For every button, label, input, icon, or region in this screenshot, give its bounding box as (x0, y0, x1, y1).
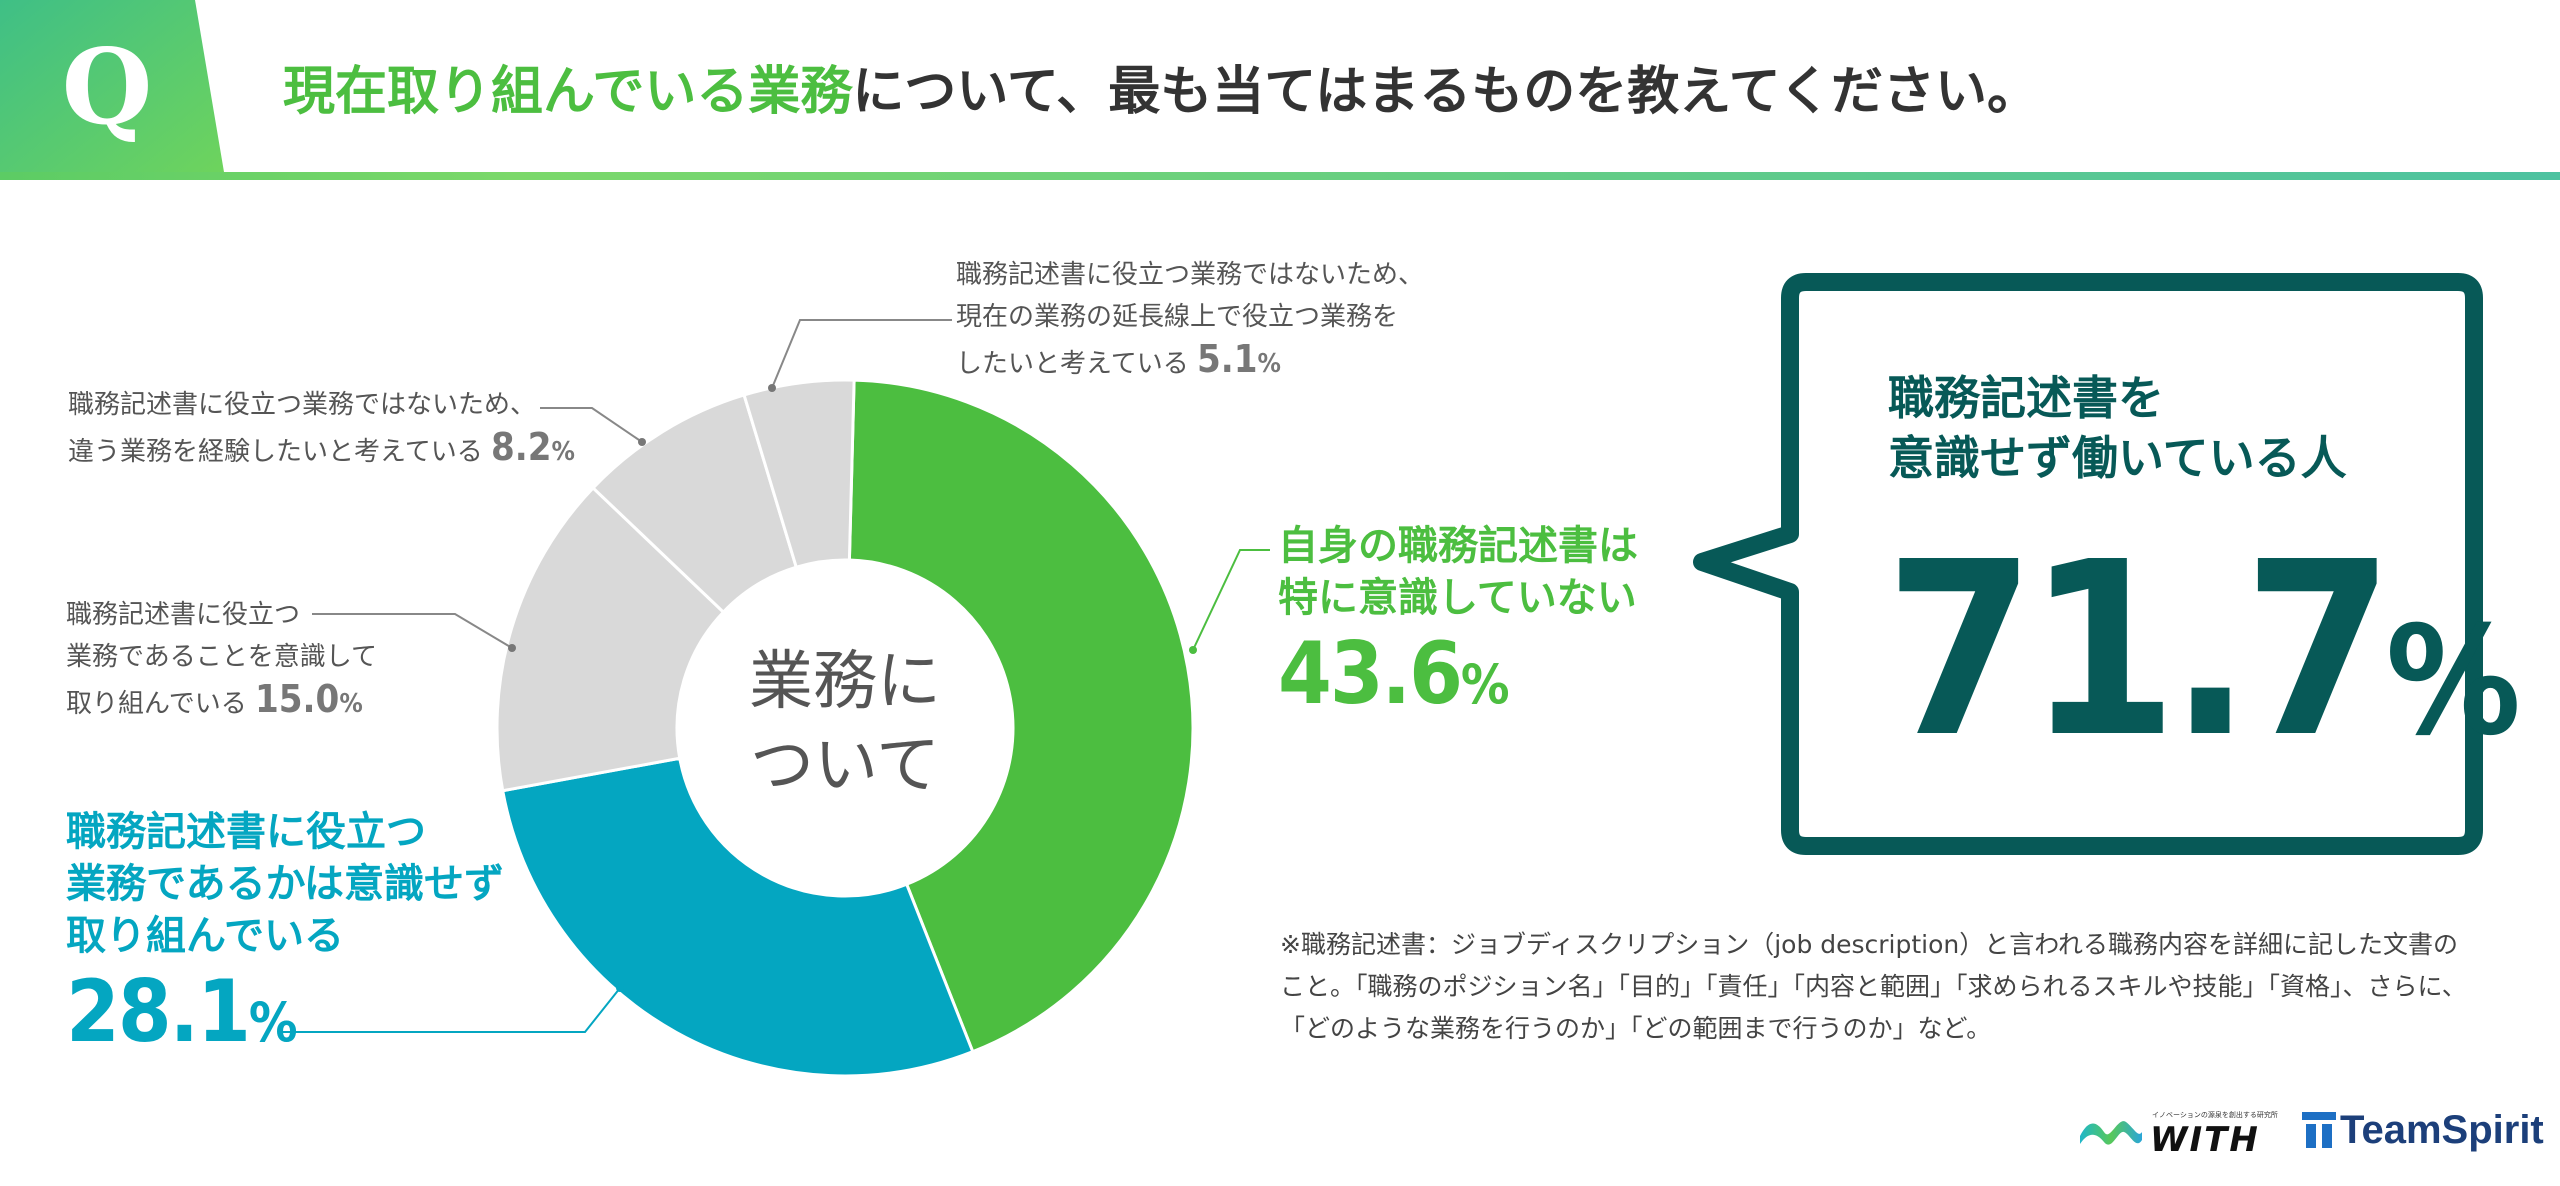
header-divider (0, 172, 2560, 180)
callout-value: 71.7% (1885, 530, 2521, 802)
label-green-line-2: 特に意識していない (1278, 575, 1637, 621)
donut-center-label: 業務に ついて (735, 640, 955, 808)
callout-title-line-1: 職務記述書を (1888, 371, 2164, 425)
with-logo-tagline: イノベーションの源泉を創出する研究所 (2152, 1111, 2278, 1119)
value-number: 28.1 (66, 962, 251, 1062)
donut-segment-3 (495, 485, 726, 793)
footnote: ※職務記述書：ジョブディスクリプション（job description）と言われ… (1280, 930, 2467, 1043)
leader-line-different (540, 407, 643, 443)
teamspirit-logo-icon (2302, 1112, 2336, 1148)
label-blue-line-1: 職務記述書に役立つ (66, 809, 426, 855)
leader-line-aware (312, 613, 513, 649)
value-unit: % (248, 991, 298, 1054)
leader-dot-different (638, 438, 646, 446)
donut-segment-1 (847, 378, 1195, 1054)
label-different-segment: 職務記述書に役立つ業務ではないため、 違う業務を経験したいと考えている 8.2% (68, 384, 575, 473)
label-different-value: 8.2% (490, 425, 575, 469)
label-extension-line-2: 現在の業務の延長線上で役立つ業務を (956, 302, 1399, 332)
label-extension-value: 5.1% (1196, 337, 1281, 381)
label-green-segment: 自身の職務記述書は 特に意識していない 43.6% (1278, 520, 1638, 735)
question-rest: について、最も当てはまるものを教えてください。 (852, 62, 2040, 122)
label-blue-line-3: 取り組んでいる (66, 913, 344, 959)
label-extension-line-1: 職務記述書に役立つ業務ではないため、 (956, 260, 1425, 290)
value-unit: % (1460, 653, 1510, 716)
leader-dot-aware (508, 644, 516, 652)
teamspirit-logo-text: TeamSpirit (2340, 1108, 2544, 1152)
q-letter: Q (61, 25, 153, 148)
leader-line-extension (771, 319, 952, 389)
label-blue-segment: 職務記述書に役立つ 業務であるかは意識せず 取り組んでいる 28.1% (66, 806, 504, 1073)
center-label-line-1: 業務に (749, 645, 941, 719)
question-title: 現在取り組んでいる業務について、最も当てはまるものを教えてください。 (283, 52, 2039, 132)
question-highlight: 現在取り組んでいる業務 (283, 62, 853, 122)
label-aware-line-1: 職務記述書に役立つ (66, 600, 301, 630)
leader-dot-blue (616, 984, 624, 992)
label-green-value: 43.6% (1278, 624, 1638, 735)
leader-dot-green (1189, 646, 1197, 654)
with-logo-text: WITH (2150, 1120, 2260, 1160)
label-different-line-2: 違う業務を経験したいと考えている 8.2% (68, 425, 575, 469)
label-different-line-1: 職務記述書に役立つ業務ではないため、 (68, 390, 537, 420)
label-extension-line-3: したいと考えている 5.1% (956, 337, 1281, 381)
leader-line-green (1192, 549, 1270, 651)
label-blue-value: 28.1% (66, 962, 504, 1073)
callout-number: 71.7 (1885, 510, 2394, 790)
label-green-line-1: 自身の職務記述書は (1278, 523, 1638, 569)
q-badge (0, 0, 225, 178)
callout-title-line-2: 意識せず働いている人 (1888, 431, 2347, 485)
callout-title: 職務記述書を 意識せず働いている人 (1888, 368, 2448, 488)
leader-line-blue (282, 987, 621, 1033)
center-label-line-2: ついて (749, 729, 941, 803)
leader-dot-extension (768, 384, 776, 392)
label-extension-segment: 職務記述書に役立つ業務ではないため、 現在の業務の延長線上で役立つ業務を したい… (956, 254, 1424, 385)
with-logo-icon (2080, 1121, 2142, 1145)
label-aware-segment: 職務記述書に役立つ 業務であることを意識して 取り組んでいる 15.0% (66, 594, 377, 725)
label-blue-line-2: 業務であるかは意識せず (66, 861, 504, 907)
label-aware-value: 15.0% (254, 677, 363, 721)
donut-segment-2 (500, 756, 975, 1078)
callout-bubble (1693, 273, 2483, 855)
label-aware-line-3: 取り組んでいる 15.0% (66, 677, 363, 721)
callout-unit: % (2385, 595, 2521, 769)
value-number: 43.6 (1278, 624, 1463, 724)
label-aware-line-2: 業務であることを意識して (66, 642, 377, 672)
